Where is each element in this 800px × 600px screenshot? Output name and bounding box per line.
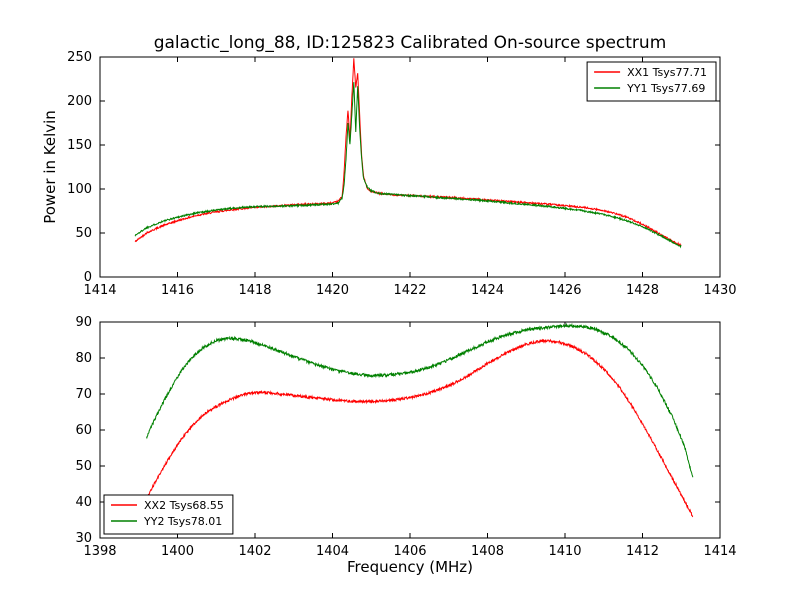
- x-tick-label: 1418: [238, 283, 271, 298]
- bottom-plot: 1398 1400 1402 1404 1406 1408 1410 1412 1414 30 40…: [75, 315, 736, 559]
- x-tick-label: 1400: [161, 544, 194, 559]
- y-tick-label: 250: [67, 50, 92, 65]
- x-tick-label: 1416: [161, 283, 194, 298]
- y-tick-label: 40: [75, 495, 92, 510]
- x-tick-label: 1398: [83, 544, 116, 559]
- y-tick-label: 200: [67, 94, 92, 109]
- legend-box: [103, 494, 234, 535]
- x-tick-label: 1410: [548, 544, 581, 559]
- y-tick-label: 30: [75, 531, 92, 546]
- x-tick-label: 1424: [471, 283, 504, 298]
- series-yy1-line: [134, 82, 682, 249]
- y-tick-label: 0: [84, 270, 92, 285]
- x-tick-label: 1420: [316, 283, 349, 298]
- y-tick-label: 70: [75, 387, 92, 402]
- x-tick-label: 1402: [238, 544, 271, 559]
- y-axis-label: Power in Kelvin: [41, 110, 59, 224]
- x-tick-label: 1406: [393, 544, 426, 559]
- legend: XX2 Tsys68.55 YY2 Tsys78.01: [103, 494, 234, 535]
- y-tick-label: 150: [67, 138, 92, 153]
- x-tick-label: 1404: [316, 544, 349, 559]
- legend-label: YY2 Tsys78.01: [143, 515, 222, 528]
- legend-label: YY1 Tsys77.69: [626, 82, 705, 95]
- ticks: 1414 1416 1418 1420 1422 1424 1426 1428 1430 0 50 1…: [67, 50, 736, 298]
- y-tick-label: 60: [75, 423, 92, 438]
- y-tick-label: 50: [75, 459, 92, 474]
- legend-label: XX1 Tsys77.71: [627, 66, 707, 79]
- x-axis-label: Frequency (MHz): [347, 558, 473, 576]
- x-tick-label: 1414: [83, 283, 116, 298]
- y-tick-label: 90: [75, 315, 92, 330]
- legend-box: [586, 61, 717, 102]
- y-tick-label: 80: [75, 351, 92, 366]
- x-tick-label: 1428: [626, 283, 659, 298]
- legend-label: XX2 Tsys68.55: [144, 499, 224, 512]
- x-tick-label: 1414: [703, 544, 736, 559]
- y-tick-label: 50: [75, 226, 92, 241]
- x-tick-label: 1412: [626, 544, 659, 559]
- x-tick-label: 1422: [393, 283, 426, 298]
- top-plot: 1414 1416 1418 1420 1422 1424 1426 1428 1430 0 50 1…: [67, 50, 736, 298]
- series-yy2-line: [146, 322, 694, 478]
- x-tick-label: 1408: [471, 544, 504, 559]
- legend: XX1 Tsys77.71 YY1 Tsys77.69: [586, 61, 717, 102]
- chart-title: galactic_long_88, ID:125823 Calibrated O…: [154, 33, 667, 53]
- ticks: 1398 1400 1402 1404 1406 1408 1410 1412 1414 30 40…: [75, 315, 736, 559]
- y-tick-label: 100: [67, 182, 92, 197]
- x-tick-label: 1430: [703, 283, 736, 298]
- x-tick-label: 1426: [548, 283, 581, 298]
- series-xx2-line: [146, 338, 694, 518]
